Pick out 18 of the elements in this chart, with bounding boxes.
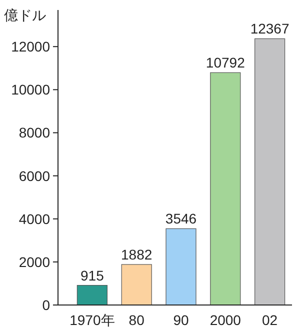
- y-tick-label: 8000: [18, 124, 50, 141]
- y-tick-label: 12000: [11, 38, 50, 55]
- y-tick-label: 2000: [18, 254, 50, 270]
- x-tick-label: 02: [262, 312, 278, 328]
- y-tick-label: 6000: [18, 168, 50, 184]
- y-tick-label: 0: [42, 297, 50, 313]
- x-tick-label: 2000: [210, 312, 242, 328]
- data-label: 1882: [121, 246, 152, 262]
- y-tick-label: 4000: [18, 210, 50, 227]
- data-label: 10792: [206, 54, 246, 71]
- data-label: 915: [80, 267, 104, 284]
- data-label: 3546: [165, 210, 197, 227]
- y-axis-title: 億ドル: [4, 7, 46, 23]
- data-label: 12367: [250, 20, 290, 37]
- x-tick-label: 80: [128, 312, 145, 328]
- x-tick-label: 1970年: [70, 312, 115, 328]
- y-tick-label: 10000: [11, 82, 50, 98]
- x-tick-label: 90: [173, 312, 189, 328]
